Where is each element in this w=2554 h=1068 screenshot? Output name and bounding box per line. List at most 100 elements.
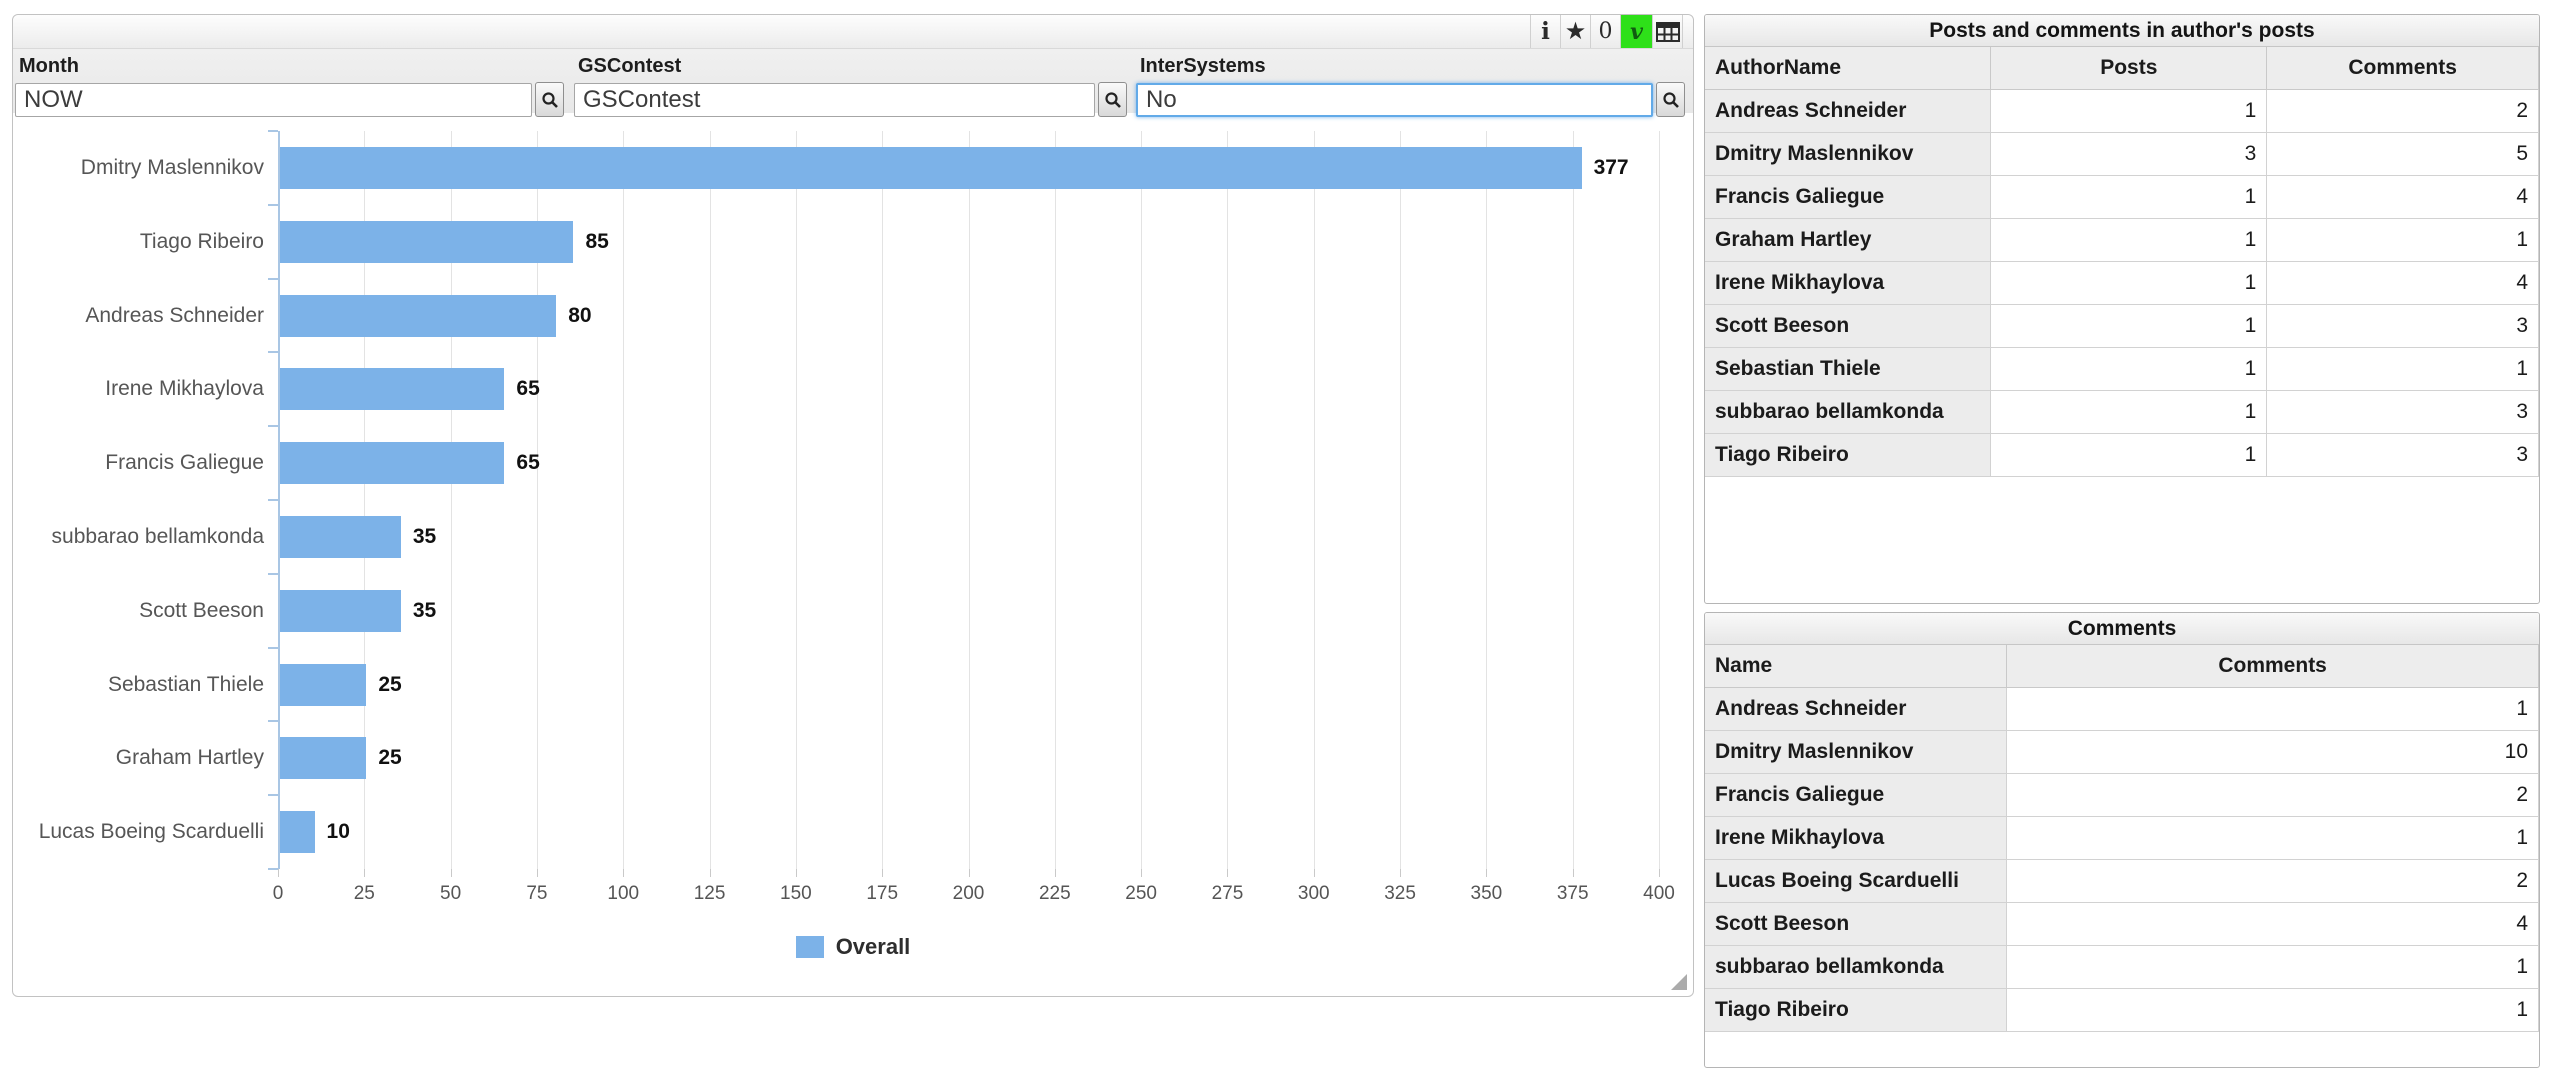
comments-table-title: Comments (1705, 613, 2539, 645)
intersystems-search-button[interactable] (1656, 82, 1685, 117)
row-name-cell: Dmitry Maslennikov (1705, 730, 2008, 774)
x-gridline (1400, 131, 1402, 869)
axis-tick (450, 869, 452, 877)
row-name-cell: Tiago Ribeiro (1705, 433, 1992, 477)
month-search-button[interactable] (535, 82, 564, 117)
x-gridline (882, 131, 884, 869)
axis-tick (1486, 869, 1488, 877)
month-input[interactable] (15, 82, 532, 117)
bar[interactable] (280, 663, 367, 706)
comments-table-panel: Comments Name Comments Andreas Schneider 1 D… (1704, 612, 2540, 1068)
row-name-cell: Scott Beeson (1705, 902, 2008, 946)
x-gridline (364, 131, 366, 869)
table-row[interactable]: Irene Mikhaylova 1 4 (1705, 261, 2539, 305)
x-tick-label: 0 (272, 883, 284, 904)
x-gridline (1054, 131, 1056, 869)
star-icon[interactable]: ★ (1561, 15, 1591, 48)
bar-value-label: 65 (516, 377, 540, 401)
row-value-cell: 2 (2266, 89, 2539, 133)
table-view-icon[interactable] (1653, 15, 1683, 48)
table-row[interactable]: Graham Hartley 1 1 (1705, 218, 2539, 262)
x-gridline (1227, 131, 1229, 869)
table-row[interactable]: Francis Galiegue 1 4 (1705, 175, 2539, 219)
info-icon[interactable]: i (1531, 15, 1561, 48)
x-tick-label: 375 (1556, 883, 1589, 904)
bar[interactable] (280, 368, 505, 411)
bar[interactable] (280, 442, 505, 485)
axis-tick (795, 869, 797, 877)
category-label: Francis Galiegue (105, 451, 264, 475)
y-axis-tick (268, 868, 278, 870)
bar[interactable] (280, 294, 557, 337)
table-row[interactable]: Lucas Boeing Scarduelli 2 (1705, 859, 2539, 903)
intersystems-input[interactable] (1136, 82, 1653, 117)
row-value-cell: 4 (2006, 902, 2539, 946)
category-label: Dmitry Maslennikov (80, 155, 264, 179)
y-axis-tick (268, 646, 278, 649)
table-row[interactable]: subbarao bellamkonda 1 (1705, 945, 2539, 989)
row-name-cell: subbarao bellamkonda (1705, 945, 2008, 989)
column-header[interactable]: Comments (2006, 645, 2539, 688)
x-tick-label: 400 (1643, 883, 1675, 904)
bar-chart: Overall 0 25 50 75 100 125 150 175 200 225 250 275 3… (13, 113, 1693, 996)
column-header[interactable]: Name (1705, 645, 2008, 688)
table-row[interactable]: Dmitry Maslennikov 3 5 (1705, 132, 2539, 176)
row-name-cell: Francis Galiegue (1705, 175, 1992, 219)
row-name-cell: Andreas Schneider (1705, 687, 2008, 731)
table-row[interactable]: Scott Beeson 1 3 (1705, 304, 2539, 348)
bar[interactable] (280, 220, 574, 263)
row-value-cell: 3 (2266, 304, 2539, 348)
bar-value-label: 25 (378, 746, 402, 770)
x-tick-label: 175 (866, 883, 899, 904)
table-row[interactable]: subbarao bellamkonda 1 3 (1705, 390, 2539, 434)
table-row[interactable]: Dmitry Maslennikov 10 (1705, 730, 2539, 774)
row-name-cell: Andreas Schneider (1705, 89, 1992, 133)
table-row[interactable]: Andreas Schneider 1 2 (1705, 89, 2539, 133)
resize-handle[interactable] (1671, 974, 1687, 990)
x-tick-label: 25 (353, 883, 375, 904)
axis-tick (1572, 869, 1574, 877)
table-row[interactable]: Irene Mikhaylova 1 (1705, 816, 2539, 860)
row-value-cell: 4 (2266, 175, 2539, 219)
row-value-cell: 2 (2006, 859, 2539, 903)
x-gridline (1141, 131, 1143, 869)
table-row[interactable]: Tiago Ribeiro 1 3 (1705, 433, 2539, 477)
column-header[interactable]: Comments (2266, 47, 2539, 90)
y-axis-line (278, 131, 280, 869)
row-value-cell: 1 (1990, 433, 2268, 477)
x-gridline (536, 131, 538, 869)
row-name-cell: Sebastian Thiele (1705, 347, 1992, 391)
table-row[interactable]: Francis Galiegue 2 (1705, 773, 2539, 817)
bar[interactable] (280, 146, 1582, 189)
bar[interactable] (280, 737, 367, 780)
bar-value-label: 35 (412, 524, 437, 548)
row-value-cell: 1 (1990, 89, 2268, 133)
count-badge[interactable]: 0 (1591, 15, 1621, 48)
gscontest-input[interactable] (574, 82, 1095, 117)
table-row[interactable]: Scott Beeson 4 (1705, 902, 2539, 946)
row-value-cell: 3 (2266, 390, 2539, 434)
axis-tick (1227, 869, 1229, 877)
row-name-cell: Irene Mikhaylova (1705, 816, 2008, 860)
category-label: Irene Mikhaylova (105, 377, 264, 401)
y-axis-tick (268, 130, 278, 132)
data-table: AuthorName Posts Comments Andreas Schneider… (1705, 47, 2539, 477)
x-tick-label: 200 (952, 883, 985, 904)
category-label: Lucas Boeing Scarduelli (38, 820, 264, 844)
table-row[interactable]: Andreas Schneider 1 (1705, 687, 2539, 731)
bar[interactable] (280, 589, 401, 632)
filter-intersystems: InterSystems (1136, 55, 1685, 117)
column-header[interactable]: AuthorName (1705, 47, 1992, 90)
bar[interactable] (280, 515, 401, 558)
table-row[interactable]: Sebastian Thiele 1 1 (1705, 347, 2539, 391)
gscontest-search-button[interactable] (1098, 82, 1127, 117)
axis-tick (968, 869, 970, 877)
row-name-cell: Francis Galiegue (1705, 773, 2008, 817)
axis-tick (709, 869, 711, 877)
column-header[interactable]: Posts (1990, 47, 2268, 90)
x-tick-label: 225 (1038, 883, 1071, 904)
bar[interactable] (280, 811, 315, 854)
row-name-cell: Irene Mikhaylova (1705, 261, 1992, 305)
table-row[interactable]: Tiago Ribeiro 1 (1705, 988, 2539, 1032)
checkmark-icon[interactable]: v (1621, 15, 1653, 48)
